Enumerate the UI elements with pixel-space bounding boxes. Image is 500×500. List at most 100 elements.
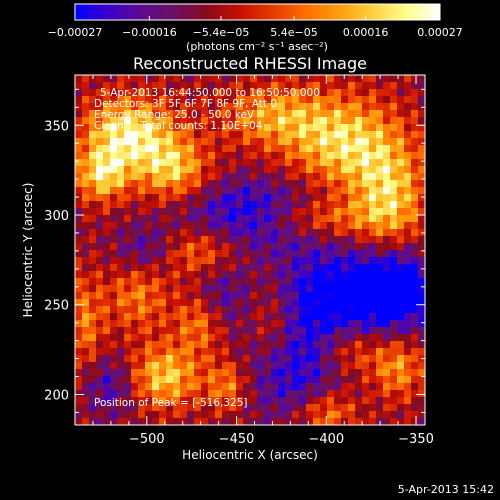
- heatmap-cell: [376, 243, 384, 251]
- heatmap-cell: [306, 82, 314, 90]
- heatmap-cell: [117, 306, 125, 314]
- heatmap-cell: [327, 369, 335, 377]
- heatmap-cell: [313, 327, 321, 335]
- heatmap-cell: [341, 236, 349, 244]
- heatmap-cell: [229, 222, 237, 230]
- heatmap-cell: [138, 404, 146, 412]
- heatmap-cell: [229, 194, 237, 202]
- heatmap-cell: [166, 222, 174, 230]
- heatmap-cell: [362, 306, 370, 314]
- heatmap-cell: [103, 264, 111, 272]
- heatmap-cell: [222, 131, 230, 139]
- heatmap-cell: [355, 124, 363, 132]
- heatmap-cell: [187, 306, 195, 314]
- heatmap-cell: [397, 348, 405, 356]
- heatmap-cell: [355, 236, 363, 244]
- heatmap-cell: [271, 89, 279, 97]
- heatmap-cell: [243, 390, 251, 398]
- colorbar-tick-label: 0.00016: [343, 26, 389, 39]
- heatmap-cell: [131, 201, 139, 209]
- heatmap-cell: [383, 369, 391, 377]
- heatmap-cell: [320, 103, 328, 111]
- heatmap-cell: [201, 236, 209, 244]
- heatmap-cell: [124, 292, 132, 300]
- heatmap-cell: [411, 208, 419, 216]
- heatmap-cell: [173, 145, 181, 153]
- heatmap-cell: [180, 75, 188, 83]
- heatmap-cell: [89, 180, 97, 188]
- heatmap-cell: [404, 131, 412, 139]
- heatmap-cell: [131, 75, 139, 83]
- heatmap-cell: [404, 236, 412, 244]
- heatmap-cell: [194, 187, 202, 195]
- heatmap-cell: [334, 404, 342, 412]
- heatmap-cell: [411, 355, 419, 363]
- heatmap-cell: [243, 229, 251, 237]
- heatmap-cell: [264, 208, 272, 216]
- heatmap-cell: [355, 110, 363, 118]
- heatmap-cell: [327, 250, 335, 258]
- heatmap-cell: [82, 369, 90, 377]
- heatmap-cell: [250, 215, 258, 223]
- heatmap-cell: [75, 236, 83, 244]
- heatmap-cell: [404, 215, 412, 223]
- heatmap-cell: [75, 341, 83, 349]
- heatmap-cell: [278, 404, 286, 412]
- heatmap-cell: [82, 250, 90, 258]
- heatmap-cell: [306, 285, 314, 293]
- heatmap-cell: [152, 292, 160, 300]
- heatmap-cell: [397, 75, 405, 83]
- heatmap-cell: [362, 369, 370, 377]
- heatmap-cell: [397, 82, 405, 90]
- heatmap-cell: [376, 138, 384, 146]
- heatmap-cell: [159, 201, 167, 209]
- heatmap-cell: [222, 334, 230, 342]
- heatmap-cell: [96, 166, 104, 174]
- heatmap-cell: [145, 397, 153, 405]
- heatmap-cell: [292, 341, 300, 349]
- heatmap-cell: [278, 299, 286, 307]
- heatmap-cell: [222, 96, 230, 104]
- heatmap-cell: [341, 243, 349, 251]
- heatmap-cell: [404, 89, 412, 97]
- heatmap-cell: [229, 236, 237, 244]
- heatmap-cell: [327, 201, 335, 209]
- heatmap-cell: [215, 152, 223, 160]
- heatmap-cell: [376, 145, 384, 153]
- heatmap-cell: [222, 138, 230, 146]
- heatmap-cell: [306, 75, 314, 83]
- heatmap-cell: [236, 145, 244, 153]
- heatmap-cell: [124, 124, 132, 132]
- heatmap-cell: [334, 152, 342, 160]
- heatmap-cell: [180, 362, 188, 370]
- heatmap-cell: [180, 390, 188, 398]
- heatmap-cell: [271, 103, 279, 111]
- heatmap-cell: [187, 383, 195, 391]
- heatmap-cell: [187, 369, 195, 377]
- heatmap-cell: [75, 89, 83, 97]
- heatmap-cell: [313, 285, 321, 293]
- heatmap-cell: [327, 404, 335, 412]
- heatmap-cell: [355, 383, 363, 391]
- heatmap-cell: [383, 292, 391, 300]
- heatmap-cell: [327, 397, 335, 405]
- heatmap-cell: [89, 89, 97, 97]
- heatmap-cell: [271, 152, 279, 160]
- heatmap-cell: [82, 348, 90, 356]
- heatmap-cell: [124, 89, 132, 97]
- heatmap-cell: [229, 250, 237, 258]
- heatmap-cell: [222, 306, 230, 314]
- heatmap-cell: [103, 131, 111, 139]
- heatmap-cell: [215, 96, 223, 104]
- heatmap-cell: [334, 103, 342, 111]
- heatmap-cell: [82, 271, 90, 279]
- heatmap-cell: [138, 264, 146, 272]
- heatmap-cell: [222, 369, 230, 377]
- heatmap-cell: [271, 243, 279, 251]
- heatmap-cell: [75, 110, 83, 118]
- heatmap-cell: [117, 236, 125, 244]
- heatmap-cell: [306, 173, 314, 181]
- heatmap-cell: [327, 138, 335, 146]
- heatmap-cell: [383, 145, 391, 153]
- heatmap-cell: [201, 278, 209, 286]
